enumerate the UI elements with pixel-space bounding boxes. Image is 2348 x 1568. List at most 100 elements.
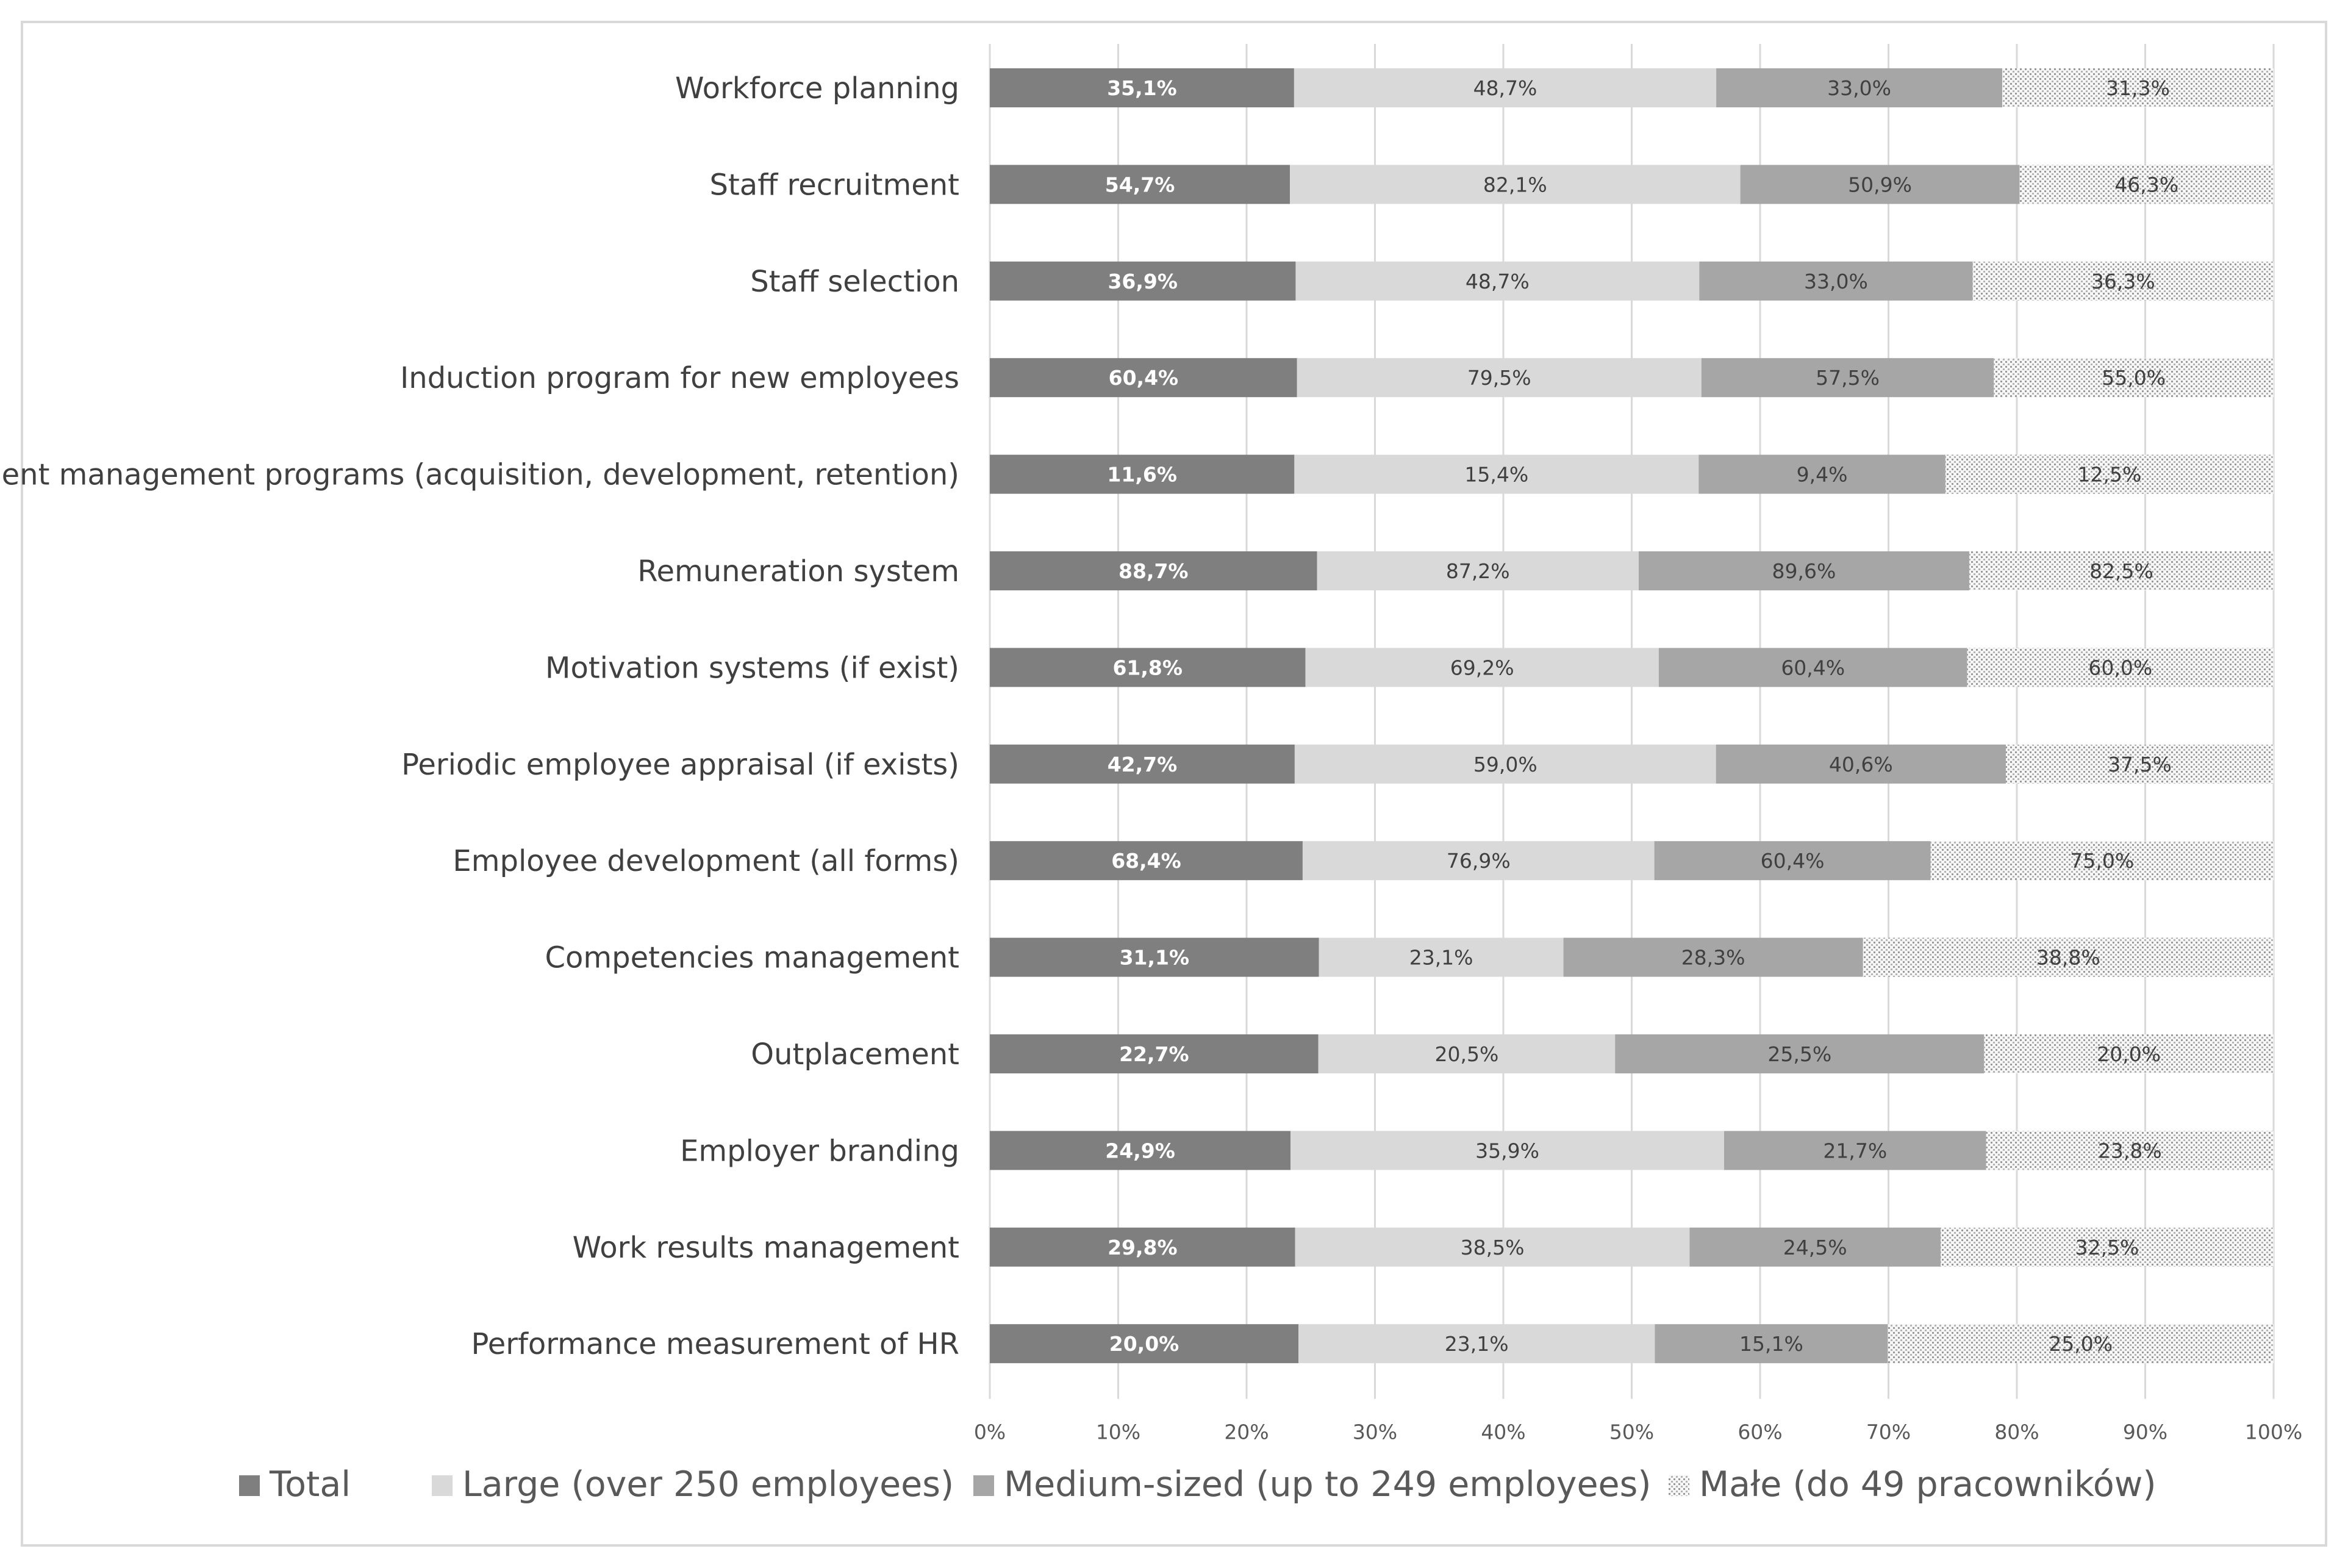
data-label: 60,4% — [1109, 366, 1179, 390]
data-label: 12,5% — [2078, 463, 2142, 487]
data-label: 61,8% — [1112, 656, 1183, 679]
data-label: 57,5% — [1816, 366, 1880, 390]
legend-label: Medium-sized (up to 249 employees) — [1004, 1464, 1652, 1505]
bar-segment-ma-e-do-49-pracownik-w — [1972, 261, 2274, 301]
bar-segment-medium-sized-up-to-249-employees — [1563, 937, 1863, 977]
data-label: 11,6% — [1107, 463, 1177, 487]
data-label: 9,4% — [1797, 463, 1848, 487]
bar-segment-large-over-250-employees — [1317, 551, 1639, 590]
data-label: 48,7% — [1473, 76, 1537, 100]
data-label: 89,6% — [1772, 559, 1836, 583]
x-tick-label: 20% — [1224, 1420, 1269, 1444]
bar-segment-ma-e-do-49-pracownik-w — [1994, 358, 2274, 398]
data-label: 87,2% — [1446, 559, 1510, 583]
category-label: Employer branding — [680, 1134, 959, 1168]
bar-segment-large-over-250-employees — [1294, 454, 1699, 494]
x-tick-label: 60% — [1738, 1420, 1782, 1444]
category-label: Staff recruitment — [710, 168, 959, 202]
data-label: 35,9% — [1475, 1139, 1539, 1162]
bar-segment-medium-sized-up-to-249-employees — [1740, 165, 2020, 204]
data-label: 60,0% — [2088, 656, 2152, 679]
legend: Total Large (over 250 employees) Medium-si… — [239, 1464, 2157, 1505]
bar-segment-total — [990, 551, 1317, 590]
bar-segment-ma-e-do-49-pracownik-w — [1930, 841, 2274, 881]
data-label: 75,0% — [2070, 849, 2134, 873]
data-label: 38,5% — [1461, 1236, 1525, 1259]
bar-segment-large-over-250-employees — [1290, 1131, 1724, 1170]
bar-segment-total — [990, 1034, 1319, 1073]
bar-segment-total — [990, 358, 1297, 398]
data-label: 46,3% — [2114, 173, 2178, 196]
data-label: 25,0% — [2049, 1332, 2113, 1356]
category-label: Talent management programs (acquisition,… — [0, 458, 959, 492]
data-label: 22,7% — [1119, 1042, 1189, 1066]
bar-segment-medium-sized-up-to-249-employees — [1716, 68, 2003, 107]
data-label: 15,4% — [1464, 463, 1528, 487]
data-label: 40,6% — [1829, 753, 1893, 776]
data-label: 24,5% — [1783, 1236, 1847, 1259]
bar-segment-large-over-250-employees — [1305, 648, 1659, 687]
bar-segment-large-over-250-employees — [1290, 165, 1741, 204]
bar-segment-medium-sized-up-to-249-employees — [1615, 1034, 1985, 1073]
bar-segment-total — [990, 68, 1294, 107]
legend-label: Large (over 250 employees) — [462, 1464, 954, 1505]
bar-segment-ma-e-do-49-pracownik-w — [2005, 744, 2274, 784]
data-label: 82,5% — [2089, 559, 2153, 583]
bar-segment-large-over-250-employees — [1295, 261, 1700, 301]
bar-segment-ma-e-do-49-pracownik-w — [1986, 1131, 2274, 1170]
bar-segment-medium-sized-up-to-249-employees — [1698, 454, 1945, 494]
x-tick-label: 90% — [2123, 1420, 2167, 1444]
data-label: 33,0% — [1827, 76, 1891, 100]
category-label: Competencies management — [545, 941, 959, 975]
data-label: 76,9% — [1447, 849, 1511, 873]
data-label: 42,7% — [1108, 753, 1178, 776]
data-label: 82,1% — [1483, 173, 1547, 196]
bar-segment-ma-e-do-49-pracownik-w — [2019, 165, 2274, 204]
data-label: 20,0% — [2097, 1042, 2161, 1066]
data-label: 21,7% — [1823, 1139, 1887, 1162]
data-label: 36,3% — [2091, 270, 2155, 293]
x-tick-label: 50% — [1609, 1420, 1654, 1444]
data-label: 25,5% — [1767, 1042, 1831, 1066]
data-label: 50,9% — [1848, 173, 1912, 196]
bar-segment-ma-e-do-49-pracownik-w — [1945, 454, 2274, 494]
bar-segment-total — [990, 648, 1306, 687]
bar-segment-large-over-250-employees — [1298, 1324, 1655, 1364]
data-label: 29,8% — [1108, 1236, 1178, 1259]
bar-segment-ma-e-do-49-pracownik-w — [1969, 551, 2274, 590]
bar-segment-ma-e-do-49-pracownik-w — [2002, 68, 2274, 107]
bar-segment-medium-sized-up-to-249-employees — [1658, 648, 1967, 687]
gridlines — [989, 44, 2275, 1399]
data-label: 60,4% — [1761, 849, 1825, 873]
legend-swatch-ma-e-do-49-pracownik-w — [1669, 1475, 1689, 1496]
bar-segment-ma-e-do-49-pracownik-w — [1888, 1324, 2274, 1364]
x-axis-ticks: 0% 10% 20% 30% 40% 50% 60% 70% 80% 90% 100% — [974, 1420, 2302, 1444]
bar-segment-medium-sized-up-to-249-employees — [1655, 1324, 1888, 1364]
legend-label: Małe (do 49 pracowników) — [1699, 1464, 2157, 1505]
bar-segment-total — [990, 165, 1290, 204]
bar-segment-ma-e-do-49-pracownik-w — [1863, 937, 2274, 977]
bar-segment-total — [990, 1227, 1295, 1267]
bar-segment-total — [990, 1131, 1291, 1170]
data-label: 35,1% — [1107, 76, 1177, 100]
x-tick-label: 0% — [974, 1420, 1006, 1444]
category-label: Staff selection — [750, 265, 959, 299]
bar-segment-large-over-250-employees — [1318, 1034, 1616, 1073]
data-label: 54,7% — [1105, 173, 1175, 196]
bar-segment-ma-e-do-49-pracownik-w — [1941, 1227, 2274, 1267]
bar-segment-total — [990, 454, 1295, 494]
legend-label: Total — [269, 1464, 351, 1505]
bar-segment-ma-e-do-49-pracownik-w — [1967, 648, 2274, 687]
data-label: 15,1% — [1739, 1332, 1803, 1356]
category-label: Workforce planning — [675, 71, 959, 106]
data-label: 20,0% — [1109, 1332, 1179, 1356]
data-label: 88,7% — [1119, 559, 1189, 583]
data-label: 24,9% — [1105, 1139, 1175, 1162]
bar-segment-medium-sized-up-to-249-employees — [1654, 841, 1931, 881]
data-label: 23,8% — [2098, 1139, 2162, 1162]
category-label: Work results management — [573, 1231, 959, 1265]
data-label: 37,5% — [2108, 753, 2172, 776]
data-label: 68,4% — [1111, 849, 1181, 873]
category-label: Induction program for new employees — [400, 361, 959, 395]
